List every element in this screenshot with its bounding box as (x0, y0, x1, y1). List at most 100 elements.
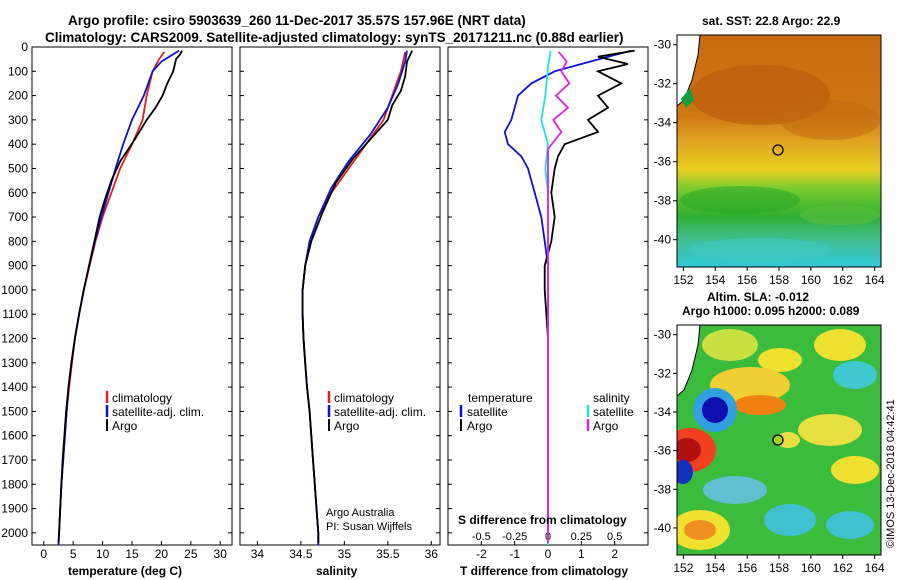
lat-tick-label: -40 (654, 521, 672, 535)
x-tick-label: 35 (338, 547, 352, 561)
lat-tick-label: -40 (654, 233, 672, 247)
sla-map-title-2: Argo h1000: 0.095 h2000: 0.089 (682, 304, 860, 318)
sla-lat-axis: -30 -32 -34 -36 -38 -40 (654, 328, 677, 535)
depth-tick-label: 1100 (2, 307, 28, 321)
series-s-argo (547, 51, 571, 543)
imos-stamp: ©IMOS 13-Dec-2018 04:42:41 (885, 399, 897, 548)
s-diff-tick-label: -0.5 (472, 531, 491, 543)
depth-tick-label: 500 (8, 161, 28, 175)
sst-map (677, 35, 881, 267)
depth-tick-label: 0 (21, 40, 28, 54)
lon-tick-label: 162 (833, 561, 853, 575)
salinity-legend: climatology satellite-adj. clim. Argo (327, 391, 426, 433)
s-difference-label: S difference from climatology (458, 513, 627, 527)
series-argo (301, 50, 414, 543)
depth-tick-label: 1300 (1, 356, 28, 370)
lat-tick-label: -32 (654, 77, 672, 91)
temperature-x-axis: 0 5 10 15 20 25 30 (40, 541, 227, 561)
legend-argo-label: Argo (334, 419, 360, 433)
depth-tick-label: 1500 (1, 404, 28, 418)
temperature-legend: climatology satellite-adj. clim. Argo (105, 391, 204, 433)
salinity-lines (301, 50, 414, 545)
depth-tick-label: 1600 (1, 429, 28, 443)
x-tick-label: 1 (578, 547, 585, 561)
lon-tick-label: 152 (673, 561, 693, 575)
depth-tick-label: 1700 (1, 453, 28, 467)
series-t-argo (543, 49, 635, 543)
lon-tick-label: 162 (833, 273, 853, 287)
depth-tick-label: 700 (8, 210, 28, 224)
lat-tick-label: -34 (654, 116, 672, 130)
salinity-x-axis: 34 34.5 35 35.5 36 (251, 541, 439, 561)
lon-tick-label: 160 (801, 561, 821, 575)
depth-tick-label: 800 (8, 234, 28, 248)
x-tick-label: 15 (125, 547, 139, 561)
sla-lon-axis: 152 154 156 158 160 162 164 (673, 555, 885, 575)
s-diff-tick-label: 0.5 (607, 531, 622, 543)
difference-x-axis: -2 -1 0 1 2 (476, 541, 618, 561)
s-diff-tick-label: 0.25 (571, 531, 592, 543)
difference-lines (503, 49, 635, 545)
land-mask (677, 325, 700, 396)
lon-tick-label: 156 (737, 273, 757, 287)
x-tick-label: -2 (476, 547, 487, 561)
legend-clim-label: climatology (334, 391, 394, 405)
land-mask (677, 35, 700, 106)
depth-tick-label: 200 (8, 89, 28, 103)
legend-sat-label: satellite-adj. clim. (112, 405, 204, 419)
lat-tick-label: -34 (654, 405, 672, 419)
depth-axis: 0 100 200 300 400 500 600 700 800 900 1000 1100 1200… (1, 40, 648, 540)
depth-tick-label: 100 (8, 64, 28, 78)
lat-tick-label: -32 (654, 366, 672, 380)
salinity-panel (239, 46, 441, 546)
difference-legend: temperature satellite Argo salinity sate… (459, 391, 634, 433)
x-tick-label: -1 (509, 547, 520, 561)
lon-tick-label: 164 (865, 561, 885, 575)
depth-tick-label: 1400 (1, 380, 28, 394)
depth-tick-label: 600 (8, 186, 28, 200)
lon-tick-label: 156 (737, 561, 757, 575)
coastline (677, 325, 701, 397)
lon-tick-label: 164 (865, 273, 885, 287)
legend-s-sat-label: satellite (593, 405, 634, 419)
argo-location-marker (772, 434, 784, 446)
lat-tick-label: -36 (654, 444, 672, 458)
lon-tick-label: 154 (705, 273, 725, 287)
x-tick-label: 25 (184, 547, 198, 561)
lon-tick-label: 160 (801, 273, 821, 287)
sst-lon-axis: 152 154 156 158 160 162 164 (673, 267, 885, 287)
depth-tick-label: 400 (8, 137, 28, 151)
x-tick-label: 34 (251, 547, 265, 561)
legend-salinity-heading: salinity (593, 391, 630, 405)
lon-tick-label: 154 (705, 561, 725, 575)
temperature-axis-label: temperature (deg C) (68, 564, 182, 578)
lat-tick-label: -38 (654, 194, 672, 208)
sla-map-title-1: Altim. SLA: -0.012 (707, 290, 809, 304)
legend-argo-label: Argo (112, 419, 138, 433)
series-argo (57, 50, 183, 543)
s-diff-tick-label: -0.25 (502, 531, 527, 543)
x-tick-label: 35.5 (376, 547, 400, 561)
difference-axis-label: T difference from climatology (460, 564, 628, 578)
temperature-lines (57, 49, 183, 545)
depth-tick-label: 300 (8, 113, 28, 127)
depth-tick-label: 1200 (1, 332, 28, 346)
legend-s-argo-label: Argo (593, 419, 619, 433)
depth-tick-label: 1800 (1, 477, 28, 491)
temperature-panel (31, 46, 233, 546)
coastline (677, 35, 701, 107)
lat-tick-label: -36 (654, 155, 672, 169)
depth-tick-label: 1000 (1, 283, 28, 297)
x-tick-label: 30 (214, 547, 228, 561)
lat-tick-label: -30 (654, 328, 672, 342)
salinity-axis-label: salinity (316, 564, 358, 578)
depth-tick-label: 900 (8, 259, 28, 273)
x-tick-label: 36 (425, 547, 439, 561)
x-tick-label: 5 (70, 547, 77, 561)
title-line-1: Argo profile: csiro 5903639_260 11-Dec-2… (68, 13, 526, 28)
x-tick-label: 20 (155, 547, 169, 561)
legend-t-sat-label: satellite (467, 405, 508, 419)
depth-tick-label: 2000 (1, 526, 28, 540)
lat-tick-label: -38 (654, 482, 672, 496)
x-tick-label: 10 (96, 547, 110, 561)
